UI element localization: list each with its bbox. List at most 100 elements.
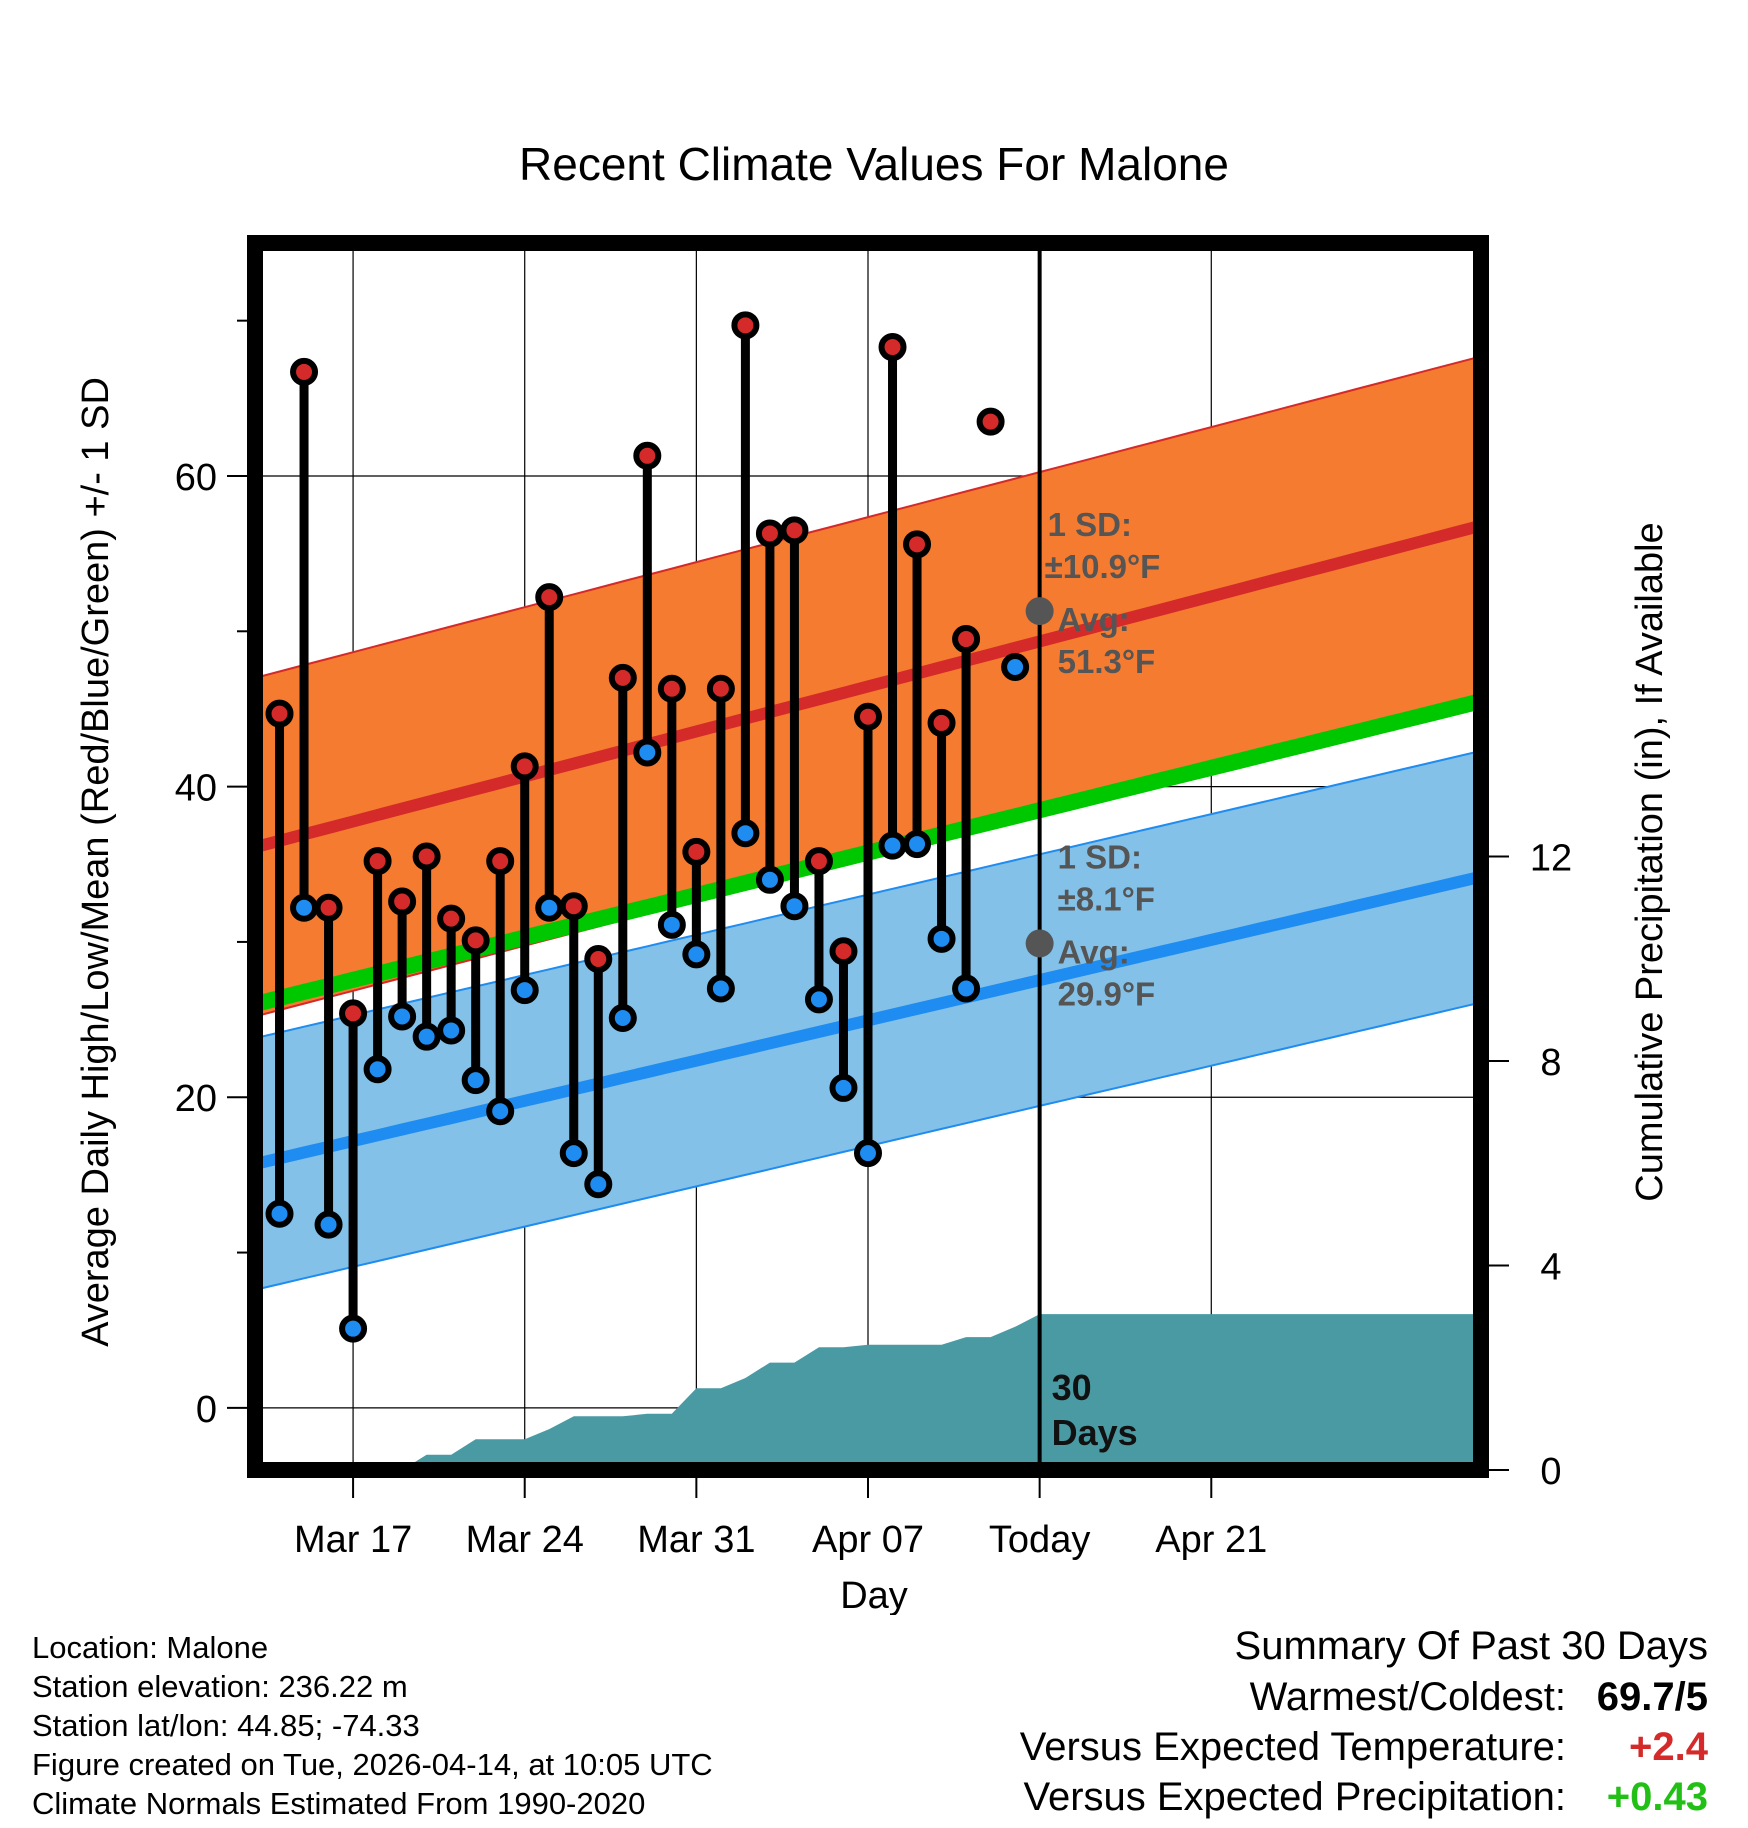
today-avg-high-marker: [1025, 597, 1054, 626]
warm-cold-value: 69.7/5: [1596, 1675, 1708, 1719]
daily-low-point: [927, 924, 956, 953]
high-avg-label: Avg:: [1058, 601, 1130, 638]
low-sd-label: 1 SD:: [1058, 838, 1142, 875]
daily-high-point: [314, 893, 343, 922]
daily-high-point: [976, 407, 1005, 436]
daily-high-point: [584, 945, 613, 974]
daily-low-point: [388, 1002, 417, 1031]
daily-high-point: [854, 702, 882, 731]
daily-high-point: [903, 530, 932, 559]
daily-low-point: [461, 1066, 490, 1095]
latlon-text: Station lat/lon: 44.85; -74.33: [32, 1708, 420, 1743]
normal-high-line: [255, 519, 1481, 854]
precip-area: [255, 1314, 1481, 1470]
daily-low-point: [780, 892, 809, 921]
daily-low-point: [437, 1016, 466, 1045]
daily-low-point: [682, 940, 711, 969]
climate-chart: Recent Climate Values For Malone 1 SD: ±1…: [75, 138, 1671, 1615]
daily-high-point: [461, 926, 490, 955]
daily-low-point: [559, 1139, 588, 1168]
y-tick-label: 40: [175, 768, 217, 810]
summary-panel: Summary Of Past 30 Days Warmest/Coldest:…: [808, 1620, 1708, 1822]
daily-high-point: [804, 847, 833, 876]
daily-high-point: [927, 708, 956, 737]
daily-low-point: [510, 976, 539, 1005]
daily-low-point: [903, 830, 932, 859]
daily-low-point: [755, 865, 784, 894]
x-tick-label: Mar 31: [637, 1519, 755, 1561]
warm-cold-label: Warmest/Coldest:: [1249, 1675, 1566, 1719]
y-tick-label: 60: [175, 457, 217, 499]
precip-label: Versus Expected Precipitation:: [1023, 1775, 1566, 1819]
daily-low-point: [535, 893, 564, 922]
daily-high-point: [780, 516, 809, 545]
daily-low-point: [633, 738, 662, 767]
y2-tick-label: 8: [1540, 1042, 1561, 1084]
daily-low-point: [412, 1022, 441, 1051]
y2-tick-label: 4: [1540, 1247, 1561, 1289]
temp-value: +2.4: [1629, 1725, 1708, 1769]
daily-high-point: [510, 752, 539, 781]
x-tick-label: Apr 21: [1155, 1519, 1267, 1561]
daily-low-point: [731, 819, 760, 848]
high-avg-value: 51.3°F: [1058, 643, 1156, 680]
daily-low-point: [608, 1004, 637, 1033]
daily-low-point: [265, 1199, 294, 1228]
x-axis-label: Day: [840, 1575, 908, 1615]
daily-low-point: [854, 1139, 882, 1168]
daily-high-point: [952, 625, 981, 654]
daily-high-point: [290, 357, 319, 386]
x-tick-label: Today: [989, 1519, 1090, 1561]
days-label-number: 30: [1052, 1367, 1092, 1408]
low-avg-label: Avg:: [1058, 933, 1130, 970]
normals-text: Climate Normals Estimated From 1990-2020: [32, 1786, 646, 1821]
today-avg-low-marker: [1025, 929, 1054, 958]
daily-high-point: [755, 519, 784, 548]
summary-row-temp: Versus Expected Temperature: +2.4: [808, 1722, 1708, 1772]
daily-low-point: [804, 985, 833, 1014]
daily-high-point: [633, 441, 662, 470]
daily-low-point: [657, 910, 686, 939]
y-tick-label: 0: [196, 1389, 217, 1431]
daily-low-point: [486, 1097, 515, 1126]
daily-low-point: [1001, 653, 1030, 682]
daily-high-point: [657, 674, 686, 703]
high-sd-label: 1 SD:: [1048, 506, 1132, 543]
daily-high-point: [731, 311, 760, 340]
low-sd-value: ±8.1°F: [1058, 880, 1155, 917]
y2-tick-label: 12: [1530, 838, 1572, 880]
station-info: Location: Malone Station elevation: 236.…: [32, 1628, 713, 1823]
y2-axis-label: Cumulative Precipitation (in), If Availa…: [1629, 522, 1671, 1201]
y2-tick-label: 0: [1540, 1451, 1561, 1493]
daily-high-point: [339, 999, 368, 1028]
daily-low-point: [829, 1073, 858, 1102]
daily-high-point: [682, 837, 711, 866]
daily-high-point: [706, 674, 735, 703]
chart-title: Recent Climate Values For Malone: [519, 138, 1229, 190]
daily-low-point: [290, 893, 319, 922]
daily-low-point: [363, 1055, 392, 1084]
summary-row-warm-cold: Warmest/Coldest: 69.7/5: [808, 1672, 1708, 1722]
daily-low-point: [878, 831, 907, 860]
summary-title: Summary Of Past 30 Days: [1234, 1624, 1708, 1668]
precip-value: +0.43: [1606, 1775, 1708, 1819]
created-text: Figure created on Tue, 2026-04-14, at 10…: [32, 1747, 713, 1782]
daily-high-point: [608, 663, 637, 692]
location-text: Location: Malone: [32, 1630, 269, 1665]
daily-high-point: [388, 887, 417, 916]
x-tick-label: Mar 24: [466, 1519, 584, 1561]
summary-row-precip: Versus Expected Precipitation: +0.43: [808, 1772, 1708, 1822]
daily-high-point: [265, 699, 294, 728]
daily-low-point: [339, 1314, 368, 1343]
daily-high-point: [878, 333, 907, 362]
daily-low-point: [584, 1170, 613, 1199]
temp-label: Versus Expected Temperature:: [1019, 1725, 1566, 1769]
daily-low-point: [952, 974, 981, 1003]
x-tick-label: Apr 07: [812, 1519, 924, 1561]
daily-high-point: [829, 937, 858, 966]
daily-high-point: [437, 904, 466, 933]
daily-high-point: [486, 847, 515, 876]
daily-high-point: [535, 583, 564, 612]
daily-high-point: [363, 847, 392, 876]
daily-low-point: [706, 974, 735, 1003]
